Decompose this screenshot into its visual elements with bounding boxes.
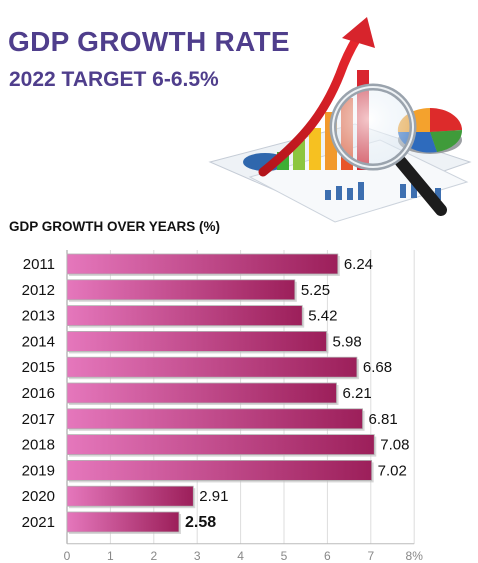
bar	[66, 356, 358, 378]
x-tick-label: 4	[237, 549, 244, 563]
bar	[66, 459, 373, 481]
x-tick-label: 5	[281, 549, 288, 563]
chart-bars	[66, 253, 377, 534]
year-label: 2020	[22, 488, 55, 505]
year-label: 2013	[22, 308, 55, 325]
x-tick-label: 2	[150, 549, 157, 563]
bar	[66, 485, 194, 507]
chart-title: GDP GROWTH OVER YEARS (%)	[9, 219, 221, 234]
growth-arrow-icon	[258, 17, 375, 177]
year-label: 2016	[22, 385, 55, 402]
bar	[66, 382, 337, 404]
chart-axis: 0 1 2 3 4 5 6 7 8%	[64, 543, 424, 563]
x-tick-label: 3	[194, 549, 201, 563]
x-tick-label: 6	[324, 549, 331, 563]
x-tick-label: 8%	[406, 549, 424, 563]
data-label: 6.21	[343, 385, 372, 402]
bar	[66, 408, 363, 430]
year-label: 2017	[22, 411, 55, 428]
data-label: 6.68	[363, 359, 392, 376]
bar	[66, 279, 296, 301]
data-label: 7.02	[378, 462, 407, 479]
growth-chart-illustration	[208, 17, 472, 223]
data-label: 5.98	[333, 333, 362, 350]
page-title: GDP GROWTH RATE	[8, 26, 290, 57]
bar	[66, 511, 180, 533]
gdp-growth-bar-chart: 0 1 2 3 4 5 6 7 8% 2011 6.24 2012 5.25 2013 5.42 2014 5…	[22, 250, 424, 563]
year-label: 2012	[22, 282, 55, 299]
x-tick-label: 0	[64, 549, 71, 563]
magnifying-glass-icon	[329, 83, 447, 216]
chart-labels: 2011 6.24 2012 5.25 2013 5.42 2014 5.98 2015 6.68…	[22, 256, 410, 531]
x-tick-label: 1	[107, 549, 114, 563]
data-label: 5.25	[301, 282, 330, 299]
year-label: 2018	[22, 437, 55, 454]
data-label: 6.81	[369, 411, 398, 428]
bar	[66, 305, 303, 326]
bar	[66, 434, 375, 456]
year-label: 2015	[22, 359, 55, 376]
year-label: 2021	[22, 514, 55, 531]
data-label: 2.91	[199, 488, 228, 505]
x-tick-label: 7	[367, 549, 374, 563]
page-subtitle: 2022 TARGET 6-6.5%	[9, 68, 219, 91]
bar	[66, 331, 327, 352]
bar	[66, 253, 339, 275]
year-label: 2019	[22, 462, 55, 479]
year-label: 2014	[22, 333, 55, 350]
data-label: 6.24	[344, 256, 373, 273]
data-label: 5.42	[308, 308, 337, 325]
data-label: 7.08	[380, 437, 409, 454]
year-label: 2011	[23, 256, 55, 273]
data-label: 2.58	[185, 514, 216, 531]
